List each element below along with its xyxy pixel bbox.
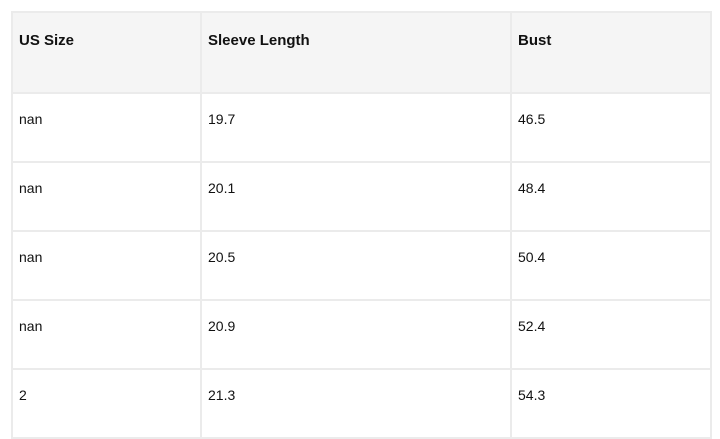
cell-us-size: nan xyxy=(11,92,202,163)
table-header-row: US Size Sleeve Length Bust xyxy=(11,11,712,94)
header-bust: Bust xyxy=(510,11,712,94)
cell-sleeve-length: 19.7 xyxy=(200,92,512,163)
cell-bust: 48.4 xyxy=(510,161,712,232)
table-row: nan 20.1 48.4 xyxy=(11,161,712,232)
table-row: nan 20.9 52.4 xyxy=(11,299,712,370)
header-sleeve-length: Sleeve Length xyxy=(200,11,512,94)
cell-bust: 54.3 xyxy=(510,368,712,439)
table-row: nan 19.7 46.5 xyxy=(11,92,712,163)
cell-sleeve-length: 20.5 xyxy=(200,230,512,301)
cell-us-size: nan xyxy=(11,299,202,370)
cell-bust: 52.4 xyxy=(510,299,712,370)
table-row: nan 20.5 50.4 xyxy=(11,230,712,301)
cell-sleeve-length: 21.3 xyxy=(200,368,512,439)
cell-us-size: nan xyxy=(11,230,202,301)
cell-us-size: 2 xyxy=(11,368,202,439)
table-row: 2 21.3 54.3 xyxy=(11,368,712,439)
cell-us-size: nan xyxy=(11,161,202,232)
cell-bust: 46.5 xyxy=(510,92,712,163)
header-us-size: US Size xyxy=(11,11,202,94)
cell-sleeve-length: 20.9 xyxy=(200,299,512,370)
cell-bust: 50.4 xyxy=(510,230,712,301)
size-chart-table: US Size Sleeve Length Bust nan 19.7 46.5 na… xyxy=(11,11,712,439)
cell-sleeve-length: 20.1 xyxy=(200,161,512,232)
